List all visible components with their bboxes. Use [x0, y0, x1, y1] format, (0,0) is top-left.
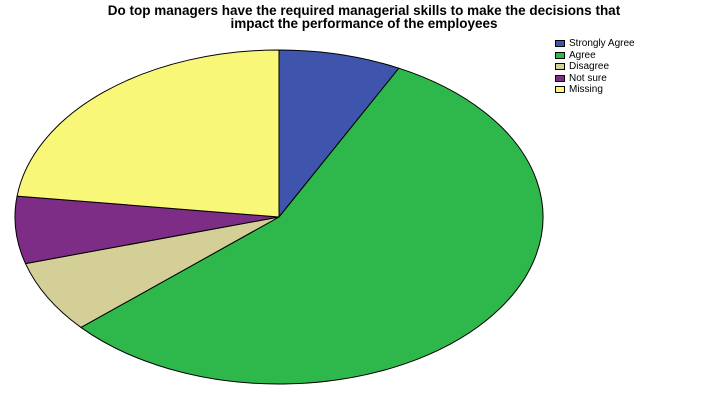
pie-slice-strongly-agree	[278, 49, 400, 218]
pie-slice-agree	[80, 67, 544, 385]
legend-label: Strongly Agree	[569, 38, 635, 50]
legend-item: Not sure	[555, 73, 635, 85]
legend-swatch	[555, 74, 565, 82]
legend-label: Disagree	[569, 61, 610, 73]
legend-item: Agree	[555, 50, 635, 62]
legend-item: Disagree	[555, 61, 635, 73]
chart-title-line-2: impact the performance of the employees	[230, 16, 498, 31]
legend-label: Agree	[569, 49, 596, 61]
legend-swatch	[555, 86, 565, 94]
legend-label: Not sure	[569, 72, 607, 84]
legend-swatch	[555, 51, 565, 59]
pie-slice-disagree	[24, 216, 280, 328]
legend-item: Missing	[555, 84, 635, 96]
legend-swatch	[555, 63, 565, 71]
chart-legend: Strongly Agree Agree Disagree Not sure Missi…	[555, 38, 635, 96]
legend-label: Missing	[569, 84, 603, 96]
chart-title: Do top managers have the required manage…	[0, 3, 728, 31]
legend-item: Strongly Agree	[555, 38, 635, 50]
pie-slice-missing	[16, 49, 280, 218]
chart-title-line-1: Do top managers have the required manage…	[107, 3, 621, 18]
legend-swatch	[555, 40, 565, 48]
